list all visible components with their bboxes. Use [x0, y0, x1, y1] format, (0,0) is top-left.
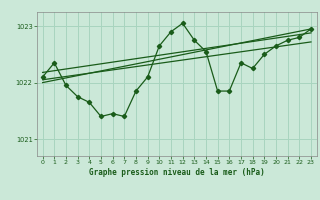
- X-axis label: Graphe pression niveau de la mer (hPa): Graphe pression niveau de la mer (hPa): [89, 168, 265, 177]
